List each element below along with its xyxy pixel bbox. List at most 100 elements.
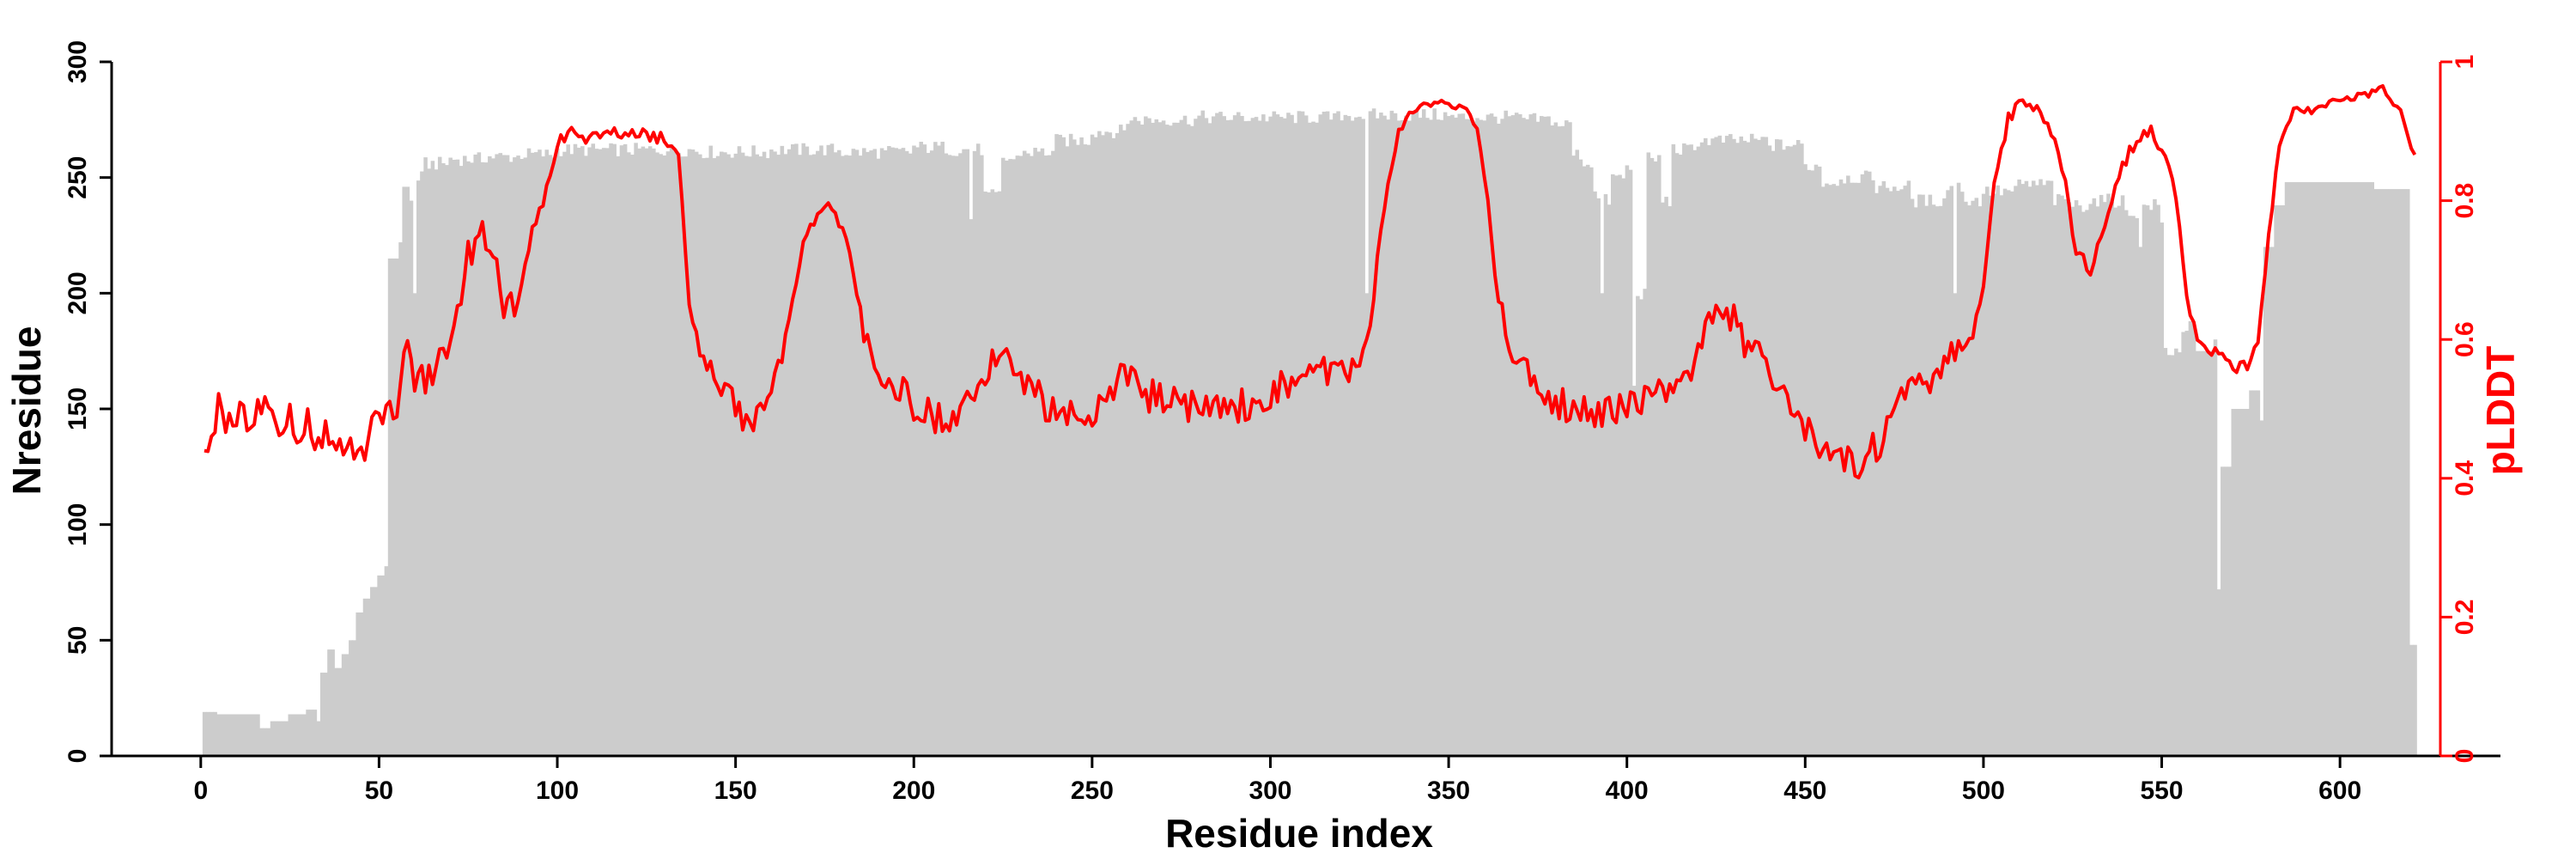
bar xyxy=(705,157,709,756)
bar xyxy=(259,728,264,756)
bar xyxy=(534,152,538,757)
bar xyxy=(1775,139,1779,756)
bar xyxy=(313,710,318,756)
bar xyxy=(841,155,845,756)
bar xyxy=(1061,137,1066,756)
bar xyxy=(2313,182,2318,757)
bar xyxy=(2206,350,2210,756)
bar xyxy=(374,587,378,756)
bar xyxy=(1432,108,1437,757)
bar xyxy=(1760,137,1765,757)
bar xyxy=(538,149,542,756)
bar xyxy=(477,152,482,757)
bar xyxy=(1639,299,1643,756)
bar xyxy=(1000,157,1005,756)
bar xyxy=(519,159,524,756)
bar xyxy=(427,168,432,756)
bar xyxy=(1956,182,1961,757)
bar xyxy=(2277,204,2282,757)
bar xyxy=(587,147,592,756)
bar xyxy=(2224,466,2228,756)
bar xyxy=(723,152,727,756)
bar xyxy=(1678,154,1683,757)
bar xyxy=(1585,164,1590,757)
bar xyxy=(319,673,325,756)
bar xyxy=(455,159,460,756)
plddt-line-layer xyxy=(204,83,2417,480)
y-tick-label-right: 1 xyxy=(2451,55,2479,70)
bar xyxy=(883,149,888,757)
bar xyxy=(576,147,581,756)
bar xyxy=(1785,146,1790,757)
bar xyxy=(2338,182,2342,757)
x-tick-label: 150 xyxy=(714,777,757,805)
x-tick-label: 100 xyxy=(536,777,579,805)
bar xyxy=(1699,142,1704,756)
bar xyxy=(2380,189,2385,756)
bar xyxy=(2077,205,2082,757)
bar xyxy=(1022,150,1027,757)
bar xyxy=(1443,112,1448,756)
bar xyxy=(1222,116,1226,756)
bar xyxy=(1447,116,1451,756)
bar xyxy=(2216,589,2221,756)
bar xyxy=(2145,205,2150,757)
bar xyxy=(2092,198,2097,757)
bar xyxy=(516,155,520,757)
bar xyxy=(1664,197,1668,756)
bar xyxy=(1510,115,1516,756)
bar xyxy=(987,192,991,757)
bar xyxy=(1097,131,1102,756)
bar xyxy=(227,714,232,756)
y-tick-label-right: 0.2 xyxy=(2451,600,2479,636)
bar xyxy=(929,150,934,756)
bar xyxy=(384,566,389,756)
bar xyxy=(2267,247,2271,757)
bar xyxy=(398,242,403,757)
bar xyxy=(848,155,852,756)
bar xyxy=(787,149,792,756)
bar xyxy=(594,149,599,757)
bar xyxy=(220,714,225,756)
bar xyxy=(937,145,941,756)
y-tick-label-right: 0 xyxy=(2451,749,2479,764)
bar xyxy=(281,721,285,756)
x-tick-label: 350 xyxy=(1427,777,1470,805)
bar xyxy=(508,161,513,756)
bar xyxy=(826,144,831,756)
bar xyxy=(1507,116,1512,756)
bar xyxy=(1906,180,1911,757)
bar xyxy=(612,143,617,756)
bar xyxy=(2085,210,2089,756)
bar xyxy=(836,149,841,756)
bar xyxy=(1368,111,1373,756)
bar xyxy=(715,155,720,756)
bar xyxy=(1525,119,1529,756)
bar xyxy=(616,155,621,756)
bar xyxy=(1732,138,1736,757)
bar xyxy=(1464,119,1469,757)
bar xyxy=(423,157,428,756)
bar xyxy=(897,149,902,756)
bar xyxy=(1921,194,1925,756)
bar xyxy=(1083,144,1088,757)
bar xyxy=(2221,466,2225,756)
y-tick-label-left: 150 xyxy=(64,387,92,430)
bar xyxy=(2035,185,2039,756)
bar xyxy=(609,143,613,756)
bar xyxy=(2327,182,2332,757)
bar xyxy=(1974,198,1979,756)
bar xyxy=(1386,119,1390,756)
bar xyxy=(1757,139,1761,756)
bar xyxy=(1674,153,1680,757)
bar xyxy=(2252,390,2257,756)
bar xyxy=(1421,109,1426,756)
bar xyxy=(2095,206,2100,757)
bar xyxy=(694,151,699,756)
bar xyxy=(1005,160,1009,757)
bar xyxy=(352,640,356,756)
bar xyxy=(341,654,346,756)
bar xyxy=(2017,179,2021,757)
bar xyxy=(1475,118,1479,756)
x-tick-label: 50 xyxy=(365,777,393,805)
